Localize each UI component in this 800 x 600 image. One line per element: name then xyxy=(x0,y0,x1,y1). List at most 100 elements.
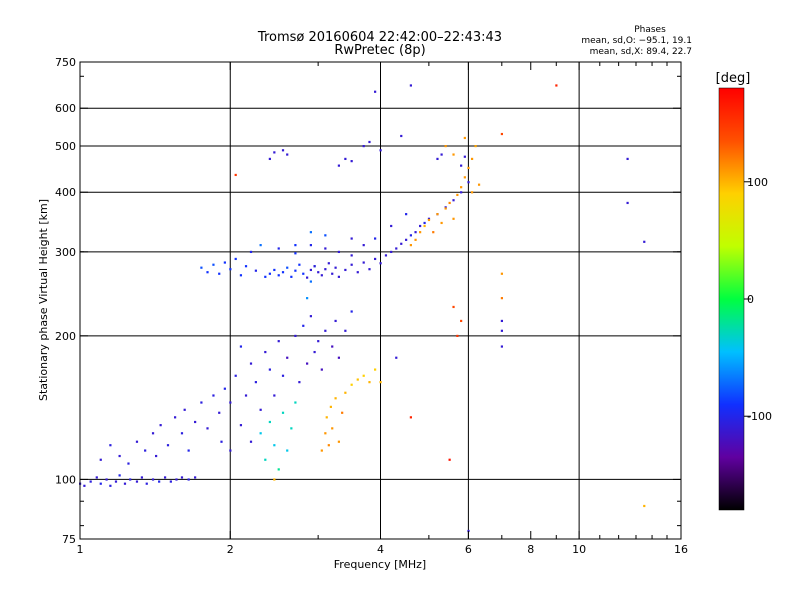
colorbar-tick-label: 0 xyxy=(747,293,754,306)
x-axis-label: Frequency [MHz] xyxy=(334,558,426,571)
data-point xyxy=(163,476,167,479)
data-point xyxy=(273,151,276,154)
data-point xyxy=(444,144,447,148)
data-point xyxy=(99,458,102,461)
data-point xyxy=(239,345,243,348)
data-point xyxy=(254,381,257,384)
data-point xyxy=(626,157,629,161)
y-tick-label: 200 xyxy=(55,330,76,343)
data-point xyxy=(331,427,334,430)
data-point xyxy=(268,272,271,275)
data-point xyxy=(414,231,417,234)
data-point xyxy=(409,234,412,237)
data-point xyxy=(290,275,293,278)
data-point xyxy=(273,394,276,397)
data-point xyxy=(155,454,158,458)
data-point xyxy=(324,234,327,237)
data-point xyxy=(317,271,320,274)
data-point xyxy=(368,268,371,271)
y-tick-label: 400 xyxy=(55,186,76,199)
data-point xyxy=(452,199,455,202)
data-point xyxy=(356,378,359,381)
data-point xyxy=(244,394,248,397)
data-point xyxy=(368,140,371,144)
data-point xyxy=(264,350,267,354)
data-point xyxy=(294,252,297,255)
data-point xyxy=(218,272,221,275)
data-point xyxy=(460,319,463,323)
data-point xyxy=(158,480,161,483)
data-point xyxy=(286,266,289,269)
y-tick-label: 750 xyxy=(55,56,76,69)
data-point xyxy=(356,271,359,274)
data-point xyxy=(405,213,408,216)
data-point xyxy=(187,478,190,481)
data-point xyxy=(234,257,237,261)
x-tick-label: 2 xyxy=(227,543,234,556)
data-point xyxy=(329,405,332,408)
data-point xyxy=(268,157,271,161)
data-point xyxy=(89,480,92,483)
data-point xyxy=(259,432,262,435)
data-point xyxy=(129,478,132,481)
data-point xyxy=(127,462,130,465)
data-point xyxy=(324,268,327,271)
data-point xyxy=(277,468,280,471)
data-point xyxy=(419,231,422,234)
data-point xyxy=(337,250,341,254)
data-point xyxy=(166,444,170,447)
data-point xyxy=(264,458,267,461)
data-point xyxy=(427,217,431,220)
data-point xyxy=(444,206,447,209)
data-point xyxy=(281,271,285,274)
data-point xyxy=(452,305,455,309)
data-point xyxy=(239,274,243,277)
x-tick-label: 1 xyxy=(77,543,84,556)
data-point xyxy=(277,247,280,250)
data-point xyxy=(145,482,148,485)
data-point xyxy=(144,449,147,452)
data-point xyxy=(234,173,237,177)
data-point xyxy=(500,132,504,136)
data-point xyxy=(325,416,328,419)
data-point xyxy=(390,250,393,254)
data-point xyxy=(374,368,377,371)
data-point xyxy=(470,191,474,194)
data-point xyxy=(220,440,223,443)
data-point xyxy=(309,244,312,247)
data-point xyxy=(400,242,403,245)
data-point xyxy=(268,420,271,424)
data-point xyxy=(259,244,262,247)
data-point xyxy=(414,238,417,241)
colorbar-tick-label: 100 xyxy=(747,176,768,189)
data-point xyxy=(452,217,455,220)
data-point xyxy=(440,153,443,156)
data-point xyxy=(362,244,365,247)
data-point xyxy=(206,427,209,430)
data-point xyxy=(313,350,316,354)
data-point xyxy=(500,297,504,300)
data-point xyxy=(223,387,226,390)
y-tick-label: 500 xyxy=(55,140,76,153)
data-point xyxy=(444,207,447,210)
data-point xyxy=(500,329,504,332)
data-point xyxy=(470,157,474,161)
data-point xyxy=(362,144,365,148)
data-point xyxy=(114,480,118,483)
data-point xyxy=(463,155,466,158)
colorbar xyxy=(718,87,745,511)
data-point xyxy=(194,420,197,424)
data-point xyxy=(374,237,377,240)
data-point xyxy=(344,391,347,394)
x-tick-label: 8 xyxy=(527,543,534,556)
data-point xyxy=(180,432,184,435)
data-point xyxy=(500,345,504,348)
data-point xyxy=(290,427,293,430)
colorbar-label: [deg] xyxy=(716,71,751,86)
data-point xyxy=(151,478,155,481)
data-point xyxy=(334,266,337,269)
data-point xyxy=(334,397,337,400)
axis-ticks xyxy=(79,61,682,540)
data-point xyxy=(390,224,393,228)
data-point xyxy=(334,319,337,323)
